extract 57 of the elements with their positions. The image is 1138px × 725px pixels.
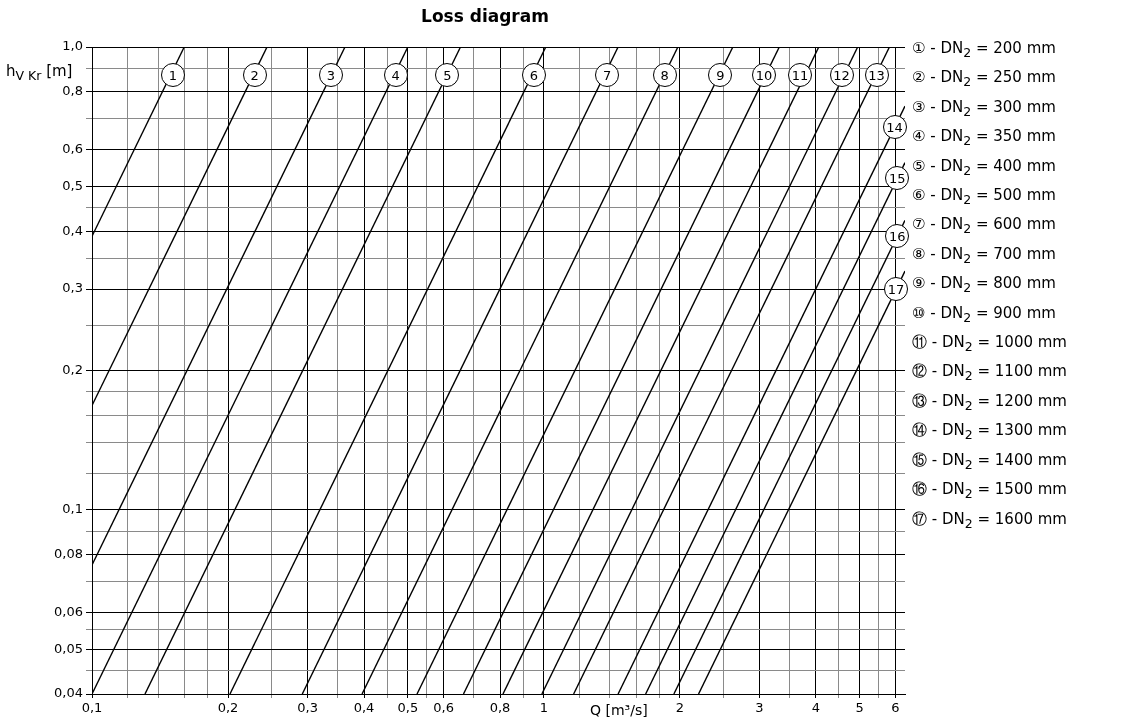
x-tick-label: 0,8 <box>489 700 511 716</box>
text: ⑫ - DN$_{2}$ = 1100 mm <box>912 361 1067 386</box>
x-tick-label: 0,4 <box>353 700 375 716</box>
text: ⑮ - DN$_{2}$ = 1400 mm <box>912 449 1067 474</box>
annotation: 5 <box>443 67 452 83</box>
y-axis-title: h$_{V Kr}$ [m] <box>6 62 73 83</box>
text: ⑰ - DN$_{2}$ = 1600 mm <box>912 508 1067 533</box>
annotation: 2 <box>250 67 259 83</box>
chart-title: Loss diagram <box>420 6 550 26</box>
text: ⑪ - DN$_{2}$ = 1000 mm <box>912 332 1067 357</box>
y-tick-label: 0,08 <box>54 546 83 562</box>
y-tick-label: 0,5 <box>62 177 83 193</box>
x-tick-label: 4 <box>811 700 820 716</box>
y-tick-label: 0,4 <box>62 222 83 238</box>
x-tick-label: 5 <box>855 700 864 716</box>
x-tick-label: 3 <box>755 700 764 716</box>
x-tick-label: 0,5 <box>397 700 419 716</box>
text: ⑬ - DN$_{2}$ = 1200 mm <box>912 390 1067 415</box>
x-tick-label: 0,3 <box>297 700 318 716</box>
annotation: 9 <box>716 67 725 83</box>
legend-label: ② - DN$_{2}$ = 250 mm <box>912 67 1057 92</box>
y-tick-label: 0,2 <box>62 361 83 377</box>
annotation: 15 <box>889 170 906 186</box>
text: ⑩ - DN$_{2}$ = 900 mm <box>912 302 1057 327</box>
text: ⑥ - DN$_{2}$ = 500 mm <box>912 185 1057 210</box>
x-tick-label: 0,2 <box>217 700 239 716</box>
text: ⑭ - DN$_{2}$ = 1300 mm <box>912 420 1067 445</box>
annotation: 8 <box>660 67 669 83</box>
y-tick-label: 0,6 <box>62 141 83 157</box>
x-tick-label: 0,1 <box>81 700 103 716</box>
x-tick-label: 2 <box>675 700 684 716</box>
annotation: 1 <box>168 67 177 83</box>
annotation: 14 <box>886 119 903 135</box>
text: ⑤ - DN$_{2}$ = 400 mm <box>912 155 1057 180</box>
y-tick-label: 0,06 <box>54 603 83 619</box>
text: ⑯ - DN$_{2}$ = 1500 mm <box>912 479 1067 504</box>
x-tick-label: 1 <box>539 700 548 716</box>
text: ① - DN$_{2}$ = 200 mm <box>912 38 1057 62</box>
legend-label: ⑨ - DN$_{2}$ = 800 mm <box>912 273 1057 298</box>
annotation: 3 <box>326 67 336 83</box>
text: ③ - DN$_{2}$ = 300 mm <box>912 96 1057 121</box>
y-tick-label: 0,05 <box>54 640 83 656</box>
annotation: 6 <box>529 67 538 83</box>
x-tick-label: 0,6 <box>433 700 454 716</box>
text: ⑧ - DN$_{2}$ = 700 mm <box>912 243 1057 268</box>
y-tick-label: 0,3 <box>62 280 83 296</box>
legend-label: ④ - DN$_{2}$ = 350 mm <box>912 126 1057 151</box>
y-tick-label: 0,04 <box>54 685 83 701</box>
x-tick-label: 6 <box>891 700 900 716</box>
annotation: 7 <box>602 67 612 83</box>
y-tick-label: 0,8 <box>62 83 83 99</box>
y-tick-label: 1,0 <box>62 38 83 54</box>
legend-label: ⑦ - DN$_{2}$ = 600 mm <box>912 214 1057 239</box>
x-axis-title: Q [m³/s] <box>590 702 648 718</box>
annotation: 4 <box>391 67 400 83</box>
y-tick-label: 0,1 <box>62 501 83 517</box>
annotation: 16 <box>889 228 906 244</box>
